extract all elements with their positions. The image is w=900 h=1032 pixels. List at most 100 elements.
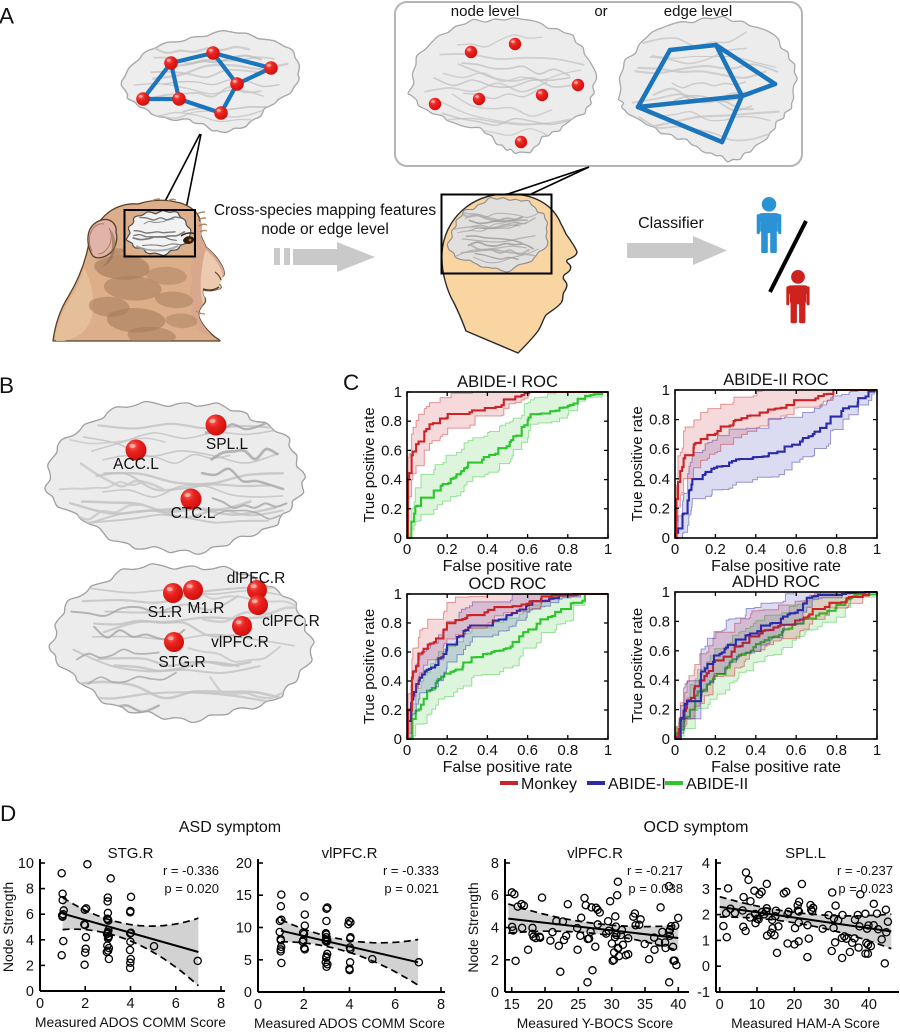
svg-text:0.8: 0.8 xyxy=(826,742,847,759)
svg-text:False positive rate: False positive rate xyxy=(443,558,573,575)
svg-text:STG.R: STG.R xyxy=(108,845,154,862)
svg-text:0: 0 xyxy=(491,985,499,1001)
svg-text:6: 6 xyxy=(391,997,399,1013)
svg-text:r = -0.237: r = -0.237 xyxy=(837,863,893,878)
svg-text:p = 0.038: p = 0.038 xyxy=(628,881,683,896)
svg-text:0: 0 xyxy=(671,742,679,759)
svg-text:0: 0 xyxy=(394,530,402,547)
svg-text:CTC.L: CTC.L xyxy=(171,505,216,522)
svg-text:15: 15 xyxy=(236,888,252,904)
svg-text:0: 0 xyxy=(702,959,710,975)
svg-text:4: 4 xyxy=(702,856,710,872)
svg-text:0.8: 0.8 xyxy=(557,742,578,759)
svg-text:Measured Y-BOCS Score: Measured Y-BOCS Score xyxy=(517,1016,674,1031)
svg-text:0: 0 xyxy=(403,742,411,759)
svg-text:0.6: 0.6 xyxy=(649,643,670,660)
svg-text:0.2: 0.2 xyxy=(381,501,402,518)
svg-text:0.6: 0.6 xyxy=(649,441,670,458)
svg-text:2: 2 xyxy=(491,953,499,969)
svg-text:0: 0 xyxy=(254,997,262,1013)
svg-text:vlPFC.R: vlPFC.R xyxy=(567,845,623,862)
svg-text:ABIDE-I ROC: ABIDE-I ROC xyxy=(457,373,558,391)
svg-text:0: 0 xyxy=(662,530,670,547)
svg-text:ABIDE-II ROC: ABIDE-II ROC xyxy=(723,371,829,389)
svg-text:B: B xyxy=(0,373,14,398)
svg-text:0.4: 0.4 xyxy=(477,541,498,558)
svg-text:4: 4 xyxy=(345,997,353,1013)
svg-text:dlPFC.R: dlPFC.R xyxy=(227,570,286,587)
svg-text:1: 1 xyxy=(662,382,670,399)
svg-text:vlPFC.R: vlPFC.R xyxy=(211,634,269,651)
svg-text:-1: -1 xyxy=(697,985,710,1001)
svg-text:0.6: 0.6 xyxy=(786,742,807,759)
svg-text:0.4: 0.4 xyxy=(649,471,670,488)
svg-text:vlPFC.R: vlPFC.R xyxy=(322,845,378,862)
svg-text:M1.R: M1.R xyxy=(187,600,224,617)
svg-text:r = -0.333: r = -0.333 xyxy=(383,863,439,878)
svg-text:STG.R: STG.R xyxy=(158,654,205,671)
svg-text:True positive rate: True positive rate xyxy=(629,406,646,521)
svg-text:S1.R: S1.R xyxy=(148,604,182,621)
svg-text:Cross-species mapping features: Cross-species mapping features xyxy=(214,202,437,219)
svg-text:10: 10 xyxy=(236,921,252,937)
svg-text:40: 40 xyxy=(861,997,877,1013)
svg-text:0.8: 0.8 xyxy=(381,615,402,632)
svg-text:20: 20 xyxy=(786,997,802,1013)
svg-text:Measured ADOS COMM Score: Measured ADOS COMM Score xyxy=(35,1015,226,1030)
svg-text:0.2: 0.2 xyxy=(705,742,726,759)
svg-text:edge level: edge level xyxy=(664,3,732,20)
svg-text:10: 10 xyxy=(749,997,765,1013)
svg-text:4: 4 xyxy=(491,921,499,937)
svg-text:1: 1 xyxy=(604,541,612,558)
svg-text:node level: node level xyxy=(451,3,519,20)
svg-text:p = 0.020: p = 0.020 xyxy=(164,881,219,896)
svg-text:6: 6 xyxy=(172,996,180,1012)
svg-text:r = -0.217: r = -0.217 xyxy=(627,863,683,878)
svg-text:8: 8 xyxy=(26,882,34,898)
svg-text:False positive rate: False positive rate xyxy=(711,558,841,575)
svg-text:0.6: 0.6 xyxy=(381,442,402,459)
svg-text:0.2: 0.2 xyxy=(381,702,402,719)
svg-text:0.4: 0.4 xyxy=(381,673,402,690)
svg-text:D: D xyxy=(0,801,16,826)
svg-text:30: 30 xyxy=(824,997,840,1013)
svg-text:8: 8 xyxy=(491,856,499,872)
svg-text:15: 15 xyxy=(504,997,520,1013)
svg-text:8: 8 xyxy=(437,997,445,1013)
svg-text:p = 0.023: p = 0.023 xyxy=(838,881,893,896)
svg-text:0.2: 0.2 xyxy=(649,702,670,719)
svg-text:0.6: 0.6 xyxy=(786,541,807,558)
svg-text:2: 2 xyxy=(81,996,89,1012)
svg-text:0.6: 0.6 xyxy=(381,644,402,661)
svg-text:8: 8 xyxy=(217,996,225,1012)
svg-text:6: 6 xyxy=(491,888,499,904)
svg-text:True positive rate: True positive rate xyxy=(361,407,378,522)
svg-text:False positive rate: False positive rate xyxy=(443,759,573,776)
svg-text:0.4: 0.4 xyxy=(477,742,498,759)
svg-text:30: 30 xyxy=(604,997,620,1013)
svg-text:35: 35 xyxy=(637,997,653,1013)
svg-text:ABIDE-II: ABIDE-II xyxy=(686,776,748,793)
svg-text:3: 3 xyxy=(702,882,710,898)
svg-text:2: 2 xyxy=(300,997,308,1013)
svg-text:1: 1 xyxy=(873,742,881,759)
svg-text:0: 0 xyxy=(394,731,402,748)
svg-text:1: 1 xyxy=(394,384,402,401)
svg-text:10: 10 xyxy=(18,856,34,872)
svg-text:or: or xyxy=(594,3,607,20)
svg-text:0: 0 xyxy=(26,984,34,1000)
svg-text:6: 6 xyxy=(26,907,34,923)
svg-text:0.8: 0.8 xyxy=(826,541,847,558)
svg-text:5: 5 xyxy=(244,953,252,969)
svg-text:C: C xyxy=(343,370,359,395)
svg-text:1: 1 xyxy=(873,541,881,558)
svg-text:1: 1 xyxy=(662,584,670,601)
svg-text:0.2: 0.2 xyxy=(437,742,458,759)
svg-text:0.8: 0.8 xyxy=(649,412,670,429)
svg-text:1: 1 xyxy=(394,586,402,603)
svg-text:0: 0 xyxy=(403,541,411,558)
svg-text:4: 4 xyxy=(126,996,134,1012)
svg-text:1: 1 xyxy=(702,933,710,949)
svg-text:node or edge level: node or edge level xyxy=(261,221,389,238)
svg-text:2: 2 xyxy=(702,908,710,924)
